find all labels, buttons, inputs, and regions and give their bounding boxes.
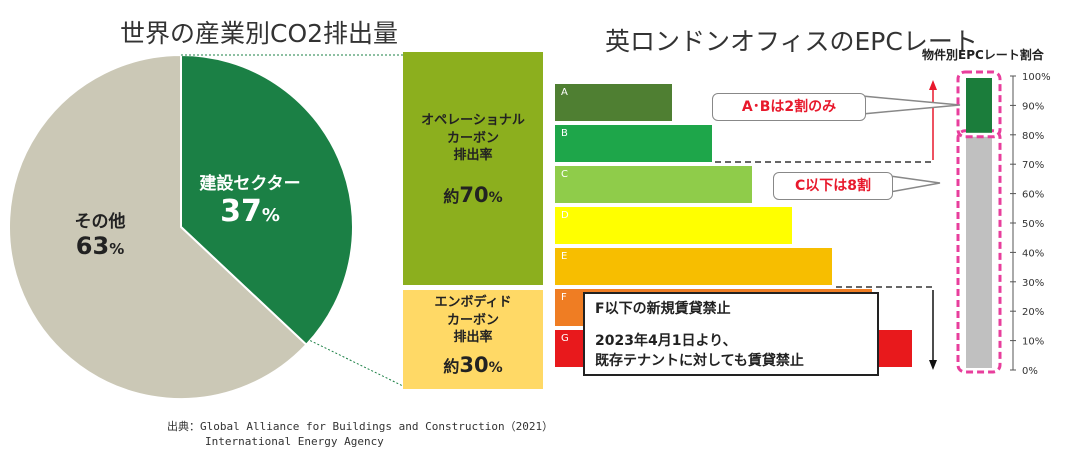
pie-chart-title: 世界の産業別CO2排出量 — [120, 19, 399, 48]
share-tick-label: 100% — [1022, 72, 1051, 83]
share-tick-label: 90% — [1022, 101, 1044, 112]
share-tick-label: 50% — [1022, 219, 1044, 230]
epc-letter-d: D — [561, 210, 569, 221]
red-arrow-head — [929, 80, 937, 90]
epc-bar-d: D — [555, 207, 792, 244]
epc-bar-b: B — [555, 125, 712, 162]
epc-bar-c: C — [555, 166, 752, 203]
share-tick-label: 10% — [1022, 337, 1044, 348]
share-tick-label: 60% — [1022, 190, 1044, 201]
pie-chart — [8, 53, 405, 400]
black-arrow-head — [929, 360, 937, 370]
connector-line-bottom — [302, 336, 404, 387]
share-bar-chart: 100% 90% 80% 70% 60% 50% 40% 30% 20% 10% 0% — [956, 70, 1051, 377]
operational-carbon-box — [403, 52, 543, 285]
operational-carbon-label: オペレーショナル カーボン 排出率 約70% — [421, 113, 525, 207]
share-tick-label: 40% — [1022, 248, 1044, 259]
epc-letter-f: F — [561, 292, 567, 303]
epc-letter-a: A — [561, 87, 568, 98]
share-tick-label: 30% — [1022, 278, 1044, 289]
epc-letter-g: G — [561, 333, 569, 344]
pie-slice-other — [8, 53, 308, 400]
share-tick-label: 20% — [1022, 307, 1044, 318]
epc-bar-e: E — [555, 248, 832, 285]
c-callout-pointer — [889, 175, 941, 193]
share-bar-ab — [966, 78, 992, 133]
ab-callout-pointer — [861, 95, 961, 115]
pie-slice-construction — [180, 53, 354, 347]
share-tick-label: 80% — [1022, 131, 1044, 142]
embodied-carbon-box — [403, 290, 543, 389]
embodied-carbon-label: エンボディド カーボン 排出率 約30% — [434, 295, 512, 377]
share-chart-title: 物件別EPCレート割合 — [922, 48, 1044, 62]
source-citation: 出典：Global Alliance for Buildings and Con… — [167, 420, 554, 449]
epc-bar-a: A — [555, 84, 672, 121]
ban-notice-box: F以下の新規賃貸禁止 2023年4月1日より、 既存テナントに対しても賃貸禁止 — [583, 292, 879, 376]
pie-label-other: その他 63% — [74, 212, 126, 260]
share-tick-label: 70% — [1022, 160, 1044, 171]
epc-letter-c: C — [561, 169, 568, 180]
ab-callout: A･Bは2割のみ — [712, 93, 866, 121]
share-bar-c-below — [966, 136, 992, 368]
epc-letter-e: E — [561, 251, 568, 262]
pie-label-construction: 建設セクター 37% — [199, 174, 301, 229]
share-highlight-ab — [956, 70, 1002, 139]
c-below-callout: C以下は8割 — [773, 172, 893, 200]
epc-letter-b: B — [561, 128, 568, 139]
share-tick-label: 0% — [1022, 366, 1038, 377]
epc-title: 英ロンドンオフィスのEPCレート — [605, 27, 978, 56]
